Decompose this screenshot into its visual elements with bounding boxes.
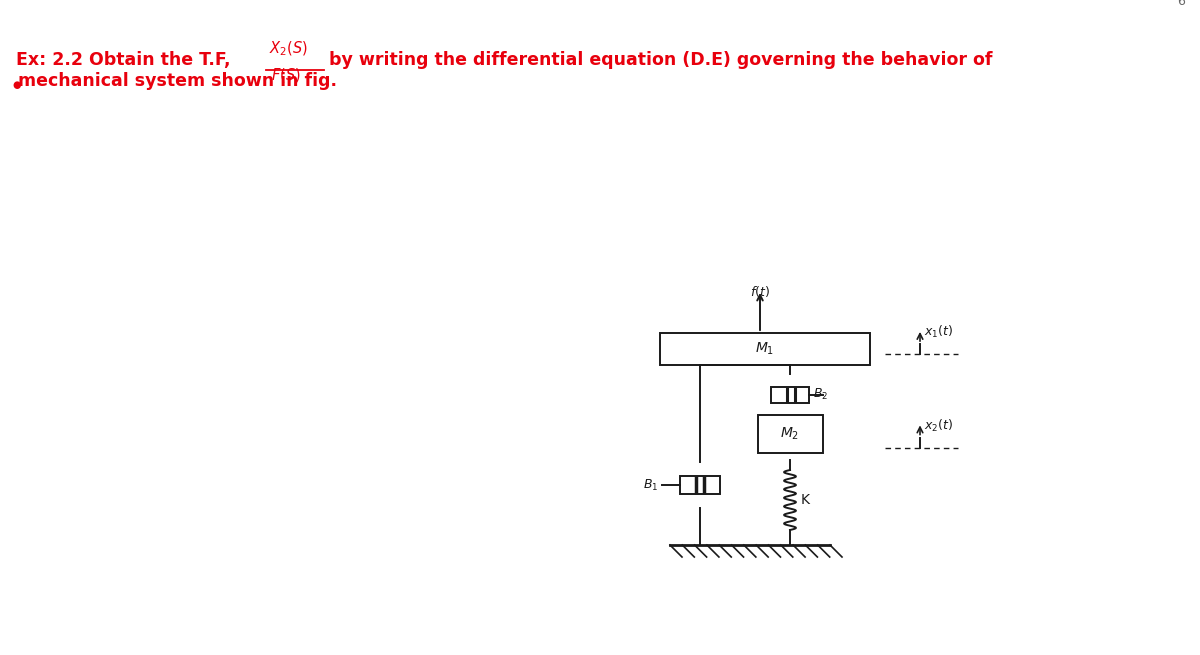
Text: $M_1$: $M_1$ (755, 341, 775, 357)
Bar (680, 476, 720, 494)
Bar (757, 415, 822, 453)
Text: $B_2$: $B_2$ (814, 387, 828, 402)
Text: $B_1$: $B_1$ (643, 477, 658, 493)
Text: $f(t)$: $f(t)$ (750, 284, 770, 299)
Text: $F(S)$: $F(S)$ (271, 66, 301, 84)
Text: K: K (802, 493, 810, 507)
Text: Ex: 2.2 Obtain the T.F,: Ex: 2.2 Obtain the T.F, (16, 51, 230, 69)
Bar (772, 386, 809, 403)
Text: $x_2(t)$: $x_2(t)$ (924, 417, 953, 434)
Text: by writing the differential equation (D.E) governing the behavior of: by writing the differential equation (D.… (329, 51, 992, 69)
Text: $M_2$: $M_2$ (780, 426, 799, 442)
Text: $X_2(S)$: $X_2(S)$ (269, 39, 307, 58)
Text: 6: 6 (1177, 0, 1186, 8)
Text: ●: ● (12, 81, 20, 90)
Text: $x_1(t)$: $x_1(t)$ (924, 324, 953, 340)
Text: mechanical system shown in fig.: mechanical system shown in fig. (18, 73, 337, 90)
Bar (660, 333, 870, 365)
